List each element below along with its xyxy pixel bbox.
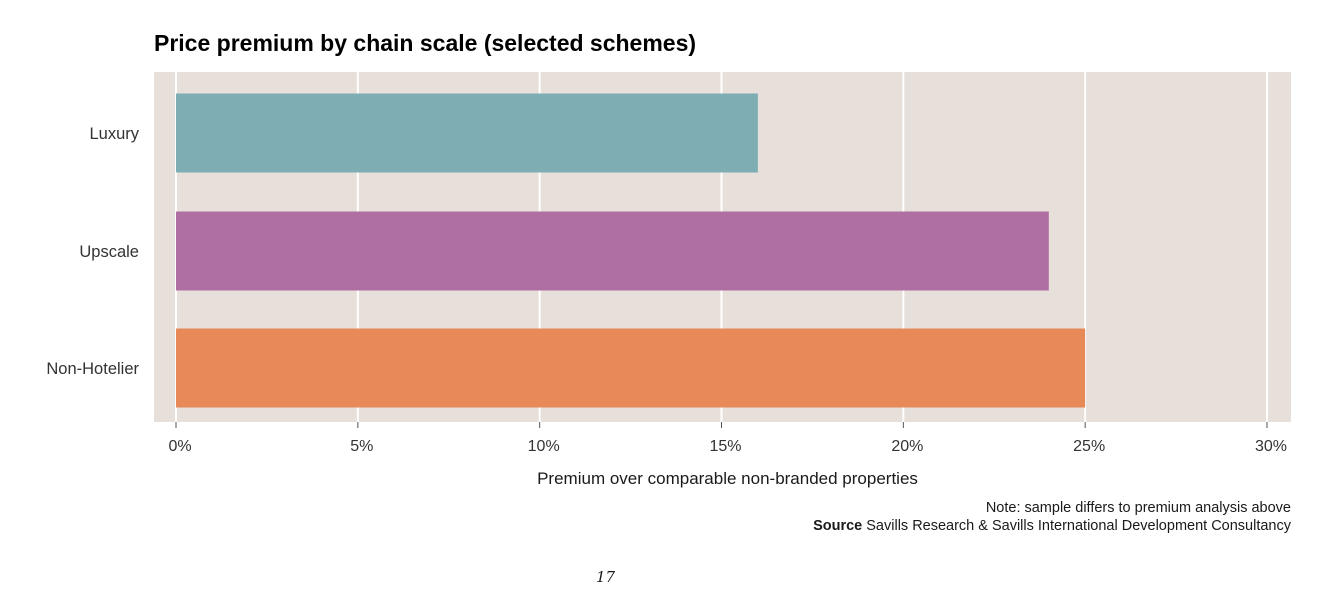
x-tick-label-25pct: 25% (1073, 438, 1105, 455)
sample-note: Note: sample differs to premium analysis… (985, 500, 1291, 516)
x-axis-label: Premium over comparable non-branded prop… (537, 469, 918, 488)
source-text: Savills Research & Savills International… (862, 518, 1291, 534)
category-label-non-hotelier: Non-Hotelier (46, 360, 139, 378)
x-tick-label-30pct: 30% (1255, 438, 1287, 455)
category-label-upscale: Upscale (79, 243, 139, 261)
bar-upscale (176, 211, 1049, 291)
x-tick-label-20pct: 20% (891, 438, 923, 455)
x-tick-label-0pct: 0% (168, 438, 191, 455)
category-label-luxury: Luxury (89, 125, 139, 143)
x-tick-label-15pct: 15% (709, 438, 741, 455)
note-block: Note: sample differs to premium analysis… (813, 499, 1291, 535)
bar-non-hotelier (176, 328, 1086, 408)
bar-luxury (176, 93, 758, 173)
source-label: Source (813, 518, 863, 534)
page-number: 17 (596, 568, 616, 586)
chart-title: Price premium by chain scale (selected s… (154, 30, 697, 56)
source-line: Source Savills Research & Savills Intern… (813, 517, 1291, 535)
x-tick-label-10pct: 10% (528, 438, 560, 455)
x-tick-label-5pct: 5% (350, 438, 373, 455)
